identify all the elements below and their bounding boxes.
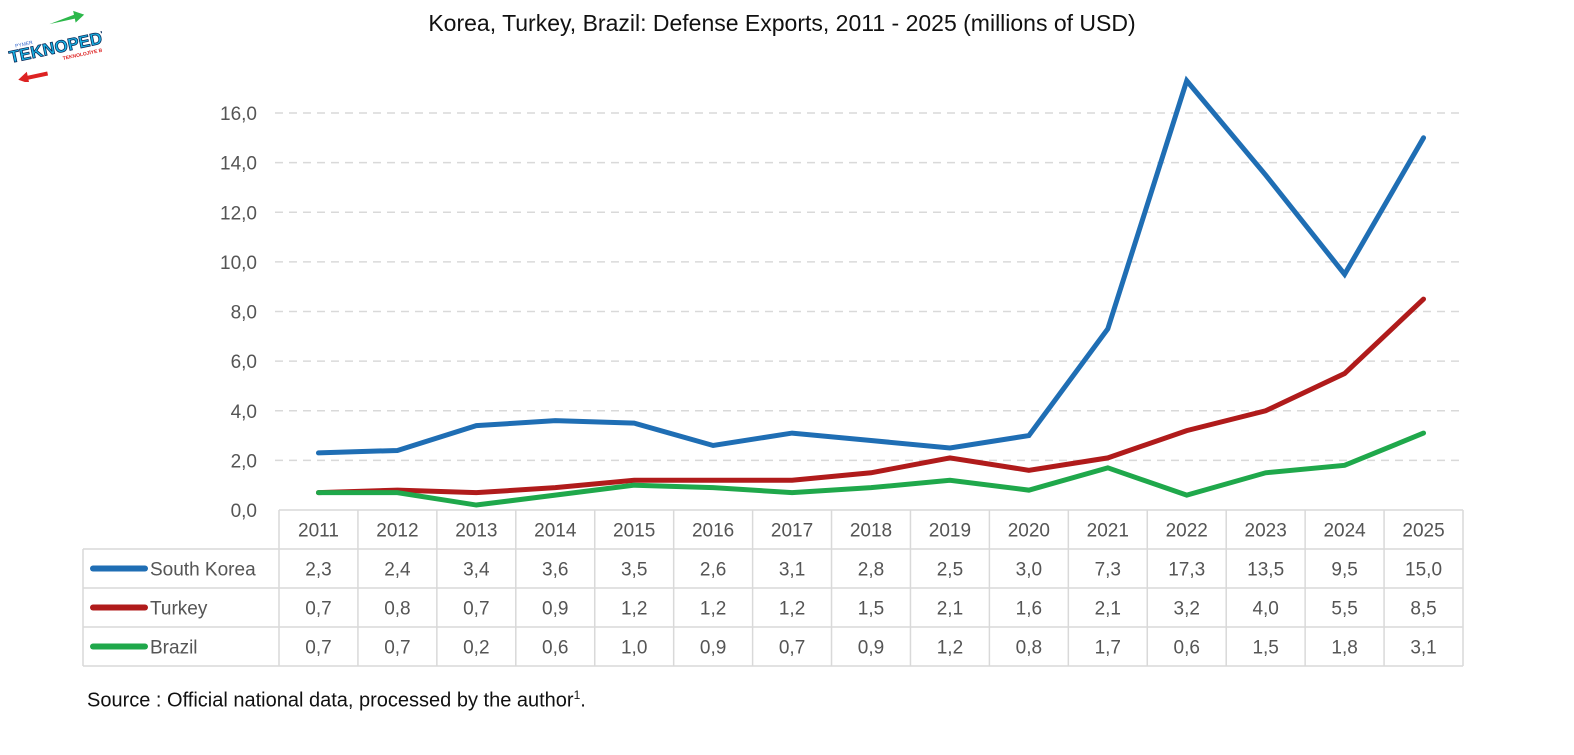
data-label: 2,6 [700,560,726,581]
x-tick-label: 2025 [1402,521,1444,542]
data-label: 13,5 [1247,560,1284,581]
legend-label: Turkey [150,599,208,620]
source-text: Source : Official national data, process… [87,689,574,712]
x-tick-label: 2016 [692,521,734,542]
data-label: 0,2 [463,638,489,659]
x-tick-label: 2019 [929,521,971,542]
data-label: 0,6 [542,638,568,659]
x-tick-label: 2017 [771,521,813,542]
data-label: 3,0 [1016,560,1042,581]
data-label: 1,2 [621,599,647,620]
x-tick-label: 2014 [534,521,577,542]
data-label: 2,8 [858,560,884,581]
series-lines [315,75,1427,508]
y-tick-label: 6,0 [231,352,257,373]
series-line-south-korea [315,75,1427,456]
chart-title: Korea, Turkey, Brazil: Defense Exports, … [428,10,1136,36]
data-label: 3,1 [779,560,805,581]
y-tick-label: 8,0 [231,303,257,324]
data-table: 2011 2012 2013 2014 2015 2016 2017 2018 2019 2020… [82,509,1464,667]
data-label: 3,1 [1410,638,1436,659]
y-axis: 0,0 2,0 4,0 6,0 8,0 10,0 12,0 14,0 16,0 [220,104,257,522]
y-tick-label: 14,0 [220,154,257,175]
svg-text:PYMER: PYMER [15,40,34,50]
x-tick-label: 2024 [1323,521,1366,542]
legend-label: Brazil [150,638,198,659]
source-period: . [580,689,586,712]
data-label: 1,8 [1331,638,1357,659]
y-tick-label: 10,0 [220,253,257,274]
x-tick-label: 2015 [613,521,655,542]
y-tick-label: 12,0 [220,203,257,224]
data-label: 0,9 [542,599,568,620]
series-line-brazil [315,430,1427,508]
data-label: 0,7 [384,638,410,659]
data-label: 1,6 [1016,599,1042,620]
data-label: 0,8 [384,599,410,620]
data-label: 1,0 [621,638,647,659]
data-label: 0,8 [1016,638,1042,659]
x-tick-label: 2023 [1245,521,1287,542]
x-tick-label: 2020 [1008,521,1050,542]
data-label: 5,5 [1331,599,1357,620]
red-arrow-icon [18,71,49,84]
data-label: 0,7 [463,599,489,620]
data-label: 3,2 [1174,599,1200,620]
data-label: 1,5 [1252,638,1278,659]
data-label: 2,3 [305,560,331,581]
series-line-turkey [315,296,1427,496]
data-label: 2,5 [937,560,963,581]
data-label: 15,0 [1405,560,1442,581]
data-label: 3,4 [463,560,490,581]
gridlines [275,112,1460,462]
x-tick-label: 2022 [1166,521,1208,542]
data-label: 3,5 [621,560,647,581]
data-label: 17,3 [1168,560,1205,581]
footnote-marker: 1 [573,688,581,702]
data-label: 4,0 [1252,599,1278,620]
data-label: 8,5 [1410,599,1436,620]
source-note: Source : Official national data, process… [87,688,586,713]
x-tick-label: 2012 [376,521,418,542]
data-label: 2,4 [384,560,411,581]
data-label: 1,5 [858,599,884,620]
y-tick-label: 0,0 [231,501,257,522]
data-label: 1,7 [1095,638,1121,659]
y-tick-label: 16,0 [220,104,257,125]
legend-label: South Korea [150,560,256,581]
data-label: 1,2 [937,638,963,659]
x-tick-label: 2021 [1087,521,1129,542]
green-arrow-icon [49,10,85,25]
data-label: 0,7 [305,638,331,659]
data-label: 1,2 [700,599,726,620]
y-tick-label: 2,0 [231,451,257,472]
data-label: 0,7 [779,638,805,659]
data-label: 9,5 [1331,560,1357,581]
data-label: 2,1 [1095,599,1121,620]
data-label: 0,7 [305,599,331,620]
data-label: 0,6 [1174,638,1200,659]
data-label: 7,3 [1095,560,1121,581]
data-label: 2,1 [937,599,963,620]
data-label: 3,6 [542,560,568,581]
x-tick-label: 2013 [455,521,497,542]
x-tick-label: 2011 [298,521,339,542]
data-label: 1,2 [779,599,805,620]
data-label: 0,9 [700,638,726,659]
y-tick-label: 4,0 [231,402,257,423]
data-label: 0,9 [858,638,884,659]
x-tick-label: 2018 [850,521,892,542]
